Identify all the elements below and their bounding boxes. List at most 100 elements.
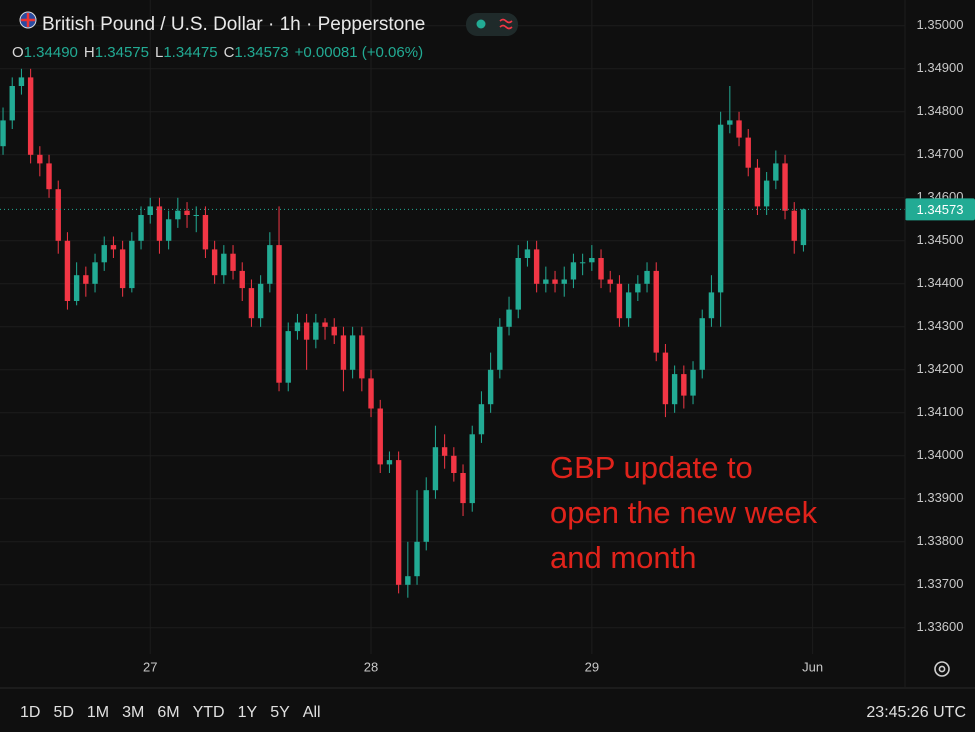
candle-body (276, 245, 282, 383)
candle-body (533, 249, 540, 284)
candle-body (211, 249, 218, 276)
candle-body (340, 335, 347, 370)
y-tick-label: 1.34900 (917, 60, 964, 75)
candle-body (368, 378, 374, 409)
y-tick-label: 1.34000 (917, 447, 964, 462)
candle-body (83, 275, 89, 284)
candle-body (690, 369, 696, 396)
range-button[interactable]: 5Y (270, 704, 290, 721)
last-price-tag (905, 198, 975, 221)
x-tick-label: Jun (802, 659, 823, 674)
range-button[interactable]: 5D (53, 704, 73, 721)
candle-body (423, 490, 429, 542)
candle-body (589, 258, 595, 263)
candle-body (9, 86, 15, 121)
y-tick-label: 1.34100 (917, 404, 964, 419)
y-tick-label: 1.34200 (917, 361, 964, 376)
candle-body (552, 279, 558, 284)
range-button[interactable]: 1M (87, 704, 109, 721)
annotation: and month (550, 540, 697, 575)
ohlc-value: 1.34575 (95, 44, 149, 61)
candle-body (717, 124, 724, 293)
ohlc-key: H (84, 44, 95, 61)
candle-body (497, 326, 503, 370)
candle-body (635, 283, 641, 293)
clock: 23:45:26 UTC (866, 704, 966, 721)
candle-body (147, 206, 153, 215)
candle-body (515, 258, 521, 310)
ohlc-key: O (12, 44, 24, 61)
ohlc-value: 1.34490 (24, 44, 78, 61)
candle-body (386, 460, 393, 465)
candle-body (570, 262, 577, 280)
candle-body (175, 210, 181, 220)
candle-body (221, 253, 227, 276)
candle-body (763, 180, 770, 207)
candle-body (414, 541, 420, 577)
candle-body (395, 460, 402, 585)
flag-cross (21, 13, 35, 27)
x-tick-label: 28 (364, 659, 378, 674)
candle-body (18, 77, 25, 86)
candle-body (460, 473, 466, 504)
y-tick-label: 1.33900 (917, 490, 964, 505)
settings-icon[interactable] (934, 661, 950, 677)
y-tick-label: 1.34400 (917, 275, 964, 290)
candle-body (625, 292, 632, 319)
range-button[interactable]: All (303, 704, 321, 721)
y-tick-label: 1.33800 (917, 533, 964, 548)
toolbar: 1D 5D 1M 3M 6M YTD 1Y 5Y All (20, 704, 321, 721)
candle-body (27, 77, 34, 155)
market-open-dot (476, 19, 486, 29)
ohlc-line: O1.34490 H1.34575 L1.34475 C1.34573 +0.00081… (12, 44, 423, 61)
candle-body (331, 326, 337, 336)
candle-body (543, 279, 549, 284)
ohlc-value: 1.34573 (234, 44, 288, 61)
candle-body (285, 331, 291, 383)
grid (0, 0, 905, 654)
range-button[interactable]: 1D (20, 704, 40, 721)
y-tick-label: 1.34300 (917, 318, 964, 333)
range-button[interactable]: 6M (157, 704, 179, 721)
candle-body (230, 253, 236, 271)
candle-body (653, 270, 659, 353)
candle-body (349, 335, 356, 370)
range-button[interactable]: 1Y (238, 704, 258, 721)
ohlc-key: C (224, 44, 235, 61)
candle-body (294, 322, 301, 332)
candle-body (377, 408, 383, 465)
ohlc-key: L (155, 44, 163, 61)
range-button[interactable]: 3M (122, 704, 144, 721)
candle-body (405, 576, 411, 585)
candle-body (487, 369, 494, 405)
last-price-label: 1.34573 (917, 202, 964, 217)
candle-body (736, 120, 742, 138)
candle-body (202, 215, 209, 250)
candle-body (773, 163, 779, 181)
status-pill[interactable] (466, 13, 518, 36)
candle-body (101, 245, 107, 263)
candle-body (37, 154, 43, 164)
candle-body (644, 270, 650, 284)
range-button[interactable]: YTD (193, 704, 225, 721)
gear-ring (934, 661, 950, 677)
candle-body (754, 167, 761, 207)
candle-body (791, 210, 797, 241)
y-tick-label: 1.34500 (917, 232, 964, 247)
candle-body (303, 322, 310, 340)
overlay: 1.350001.349001.348001.347001.346001.345… (0, 17, 975, 674)
gear-center (938, 665, 946, 673)
candle-body (782, 163, 788, 211)
y-tick-label: 1.35000 (917, 17, 964, 32)
annotation: open the new week (550, 495, 818, 530)
change: +0.00081 (+0.06%) (295, 44, 423, 61)
candle-body (579, 262, 586, 264)
candle-body (119, 249, 126, 289)
candle-body (506, 309, 512, 327)
candle-body (322, 322, 328, 327)
y-tick-label: 1.33700 (917, 576, 964, 591)
candle-body (73, 275, 80, 301)
candle-body (313, 322, 319, 340)
candle-body (0, 120, 6, 147)
